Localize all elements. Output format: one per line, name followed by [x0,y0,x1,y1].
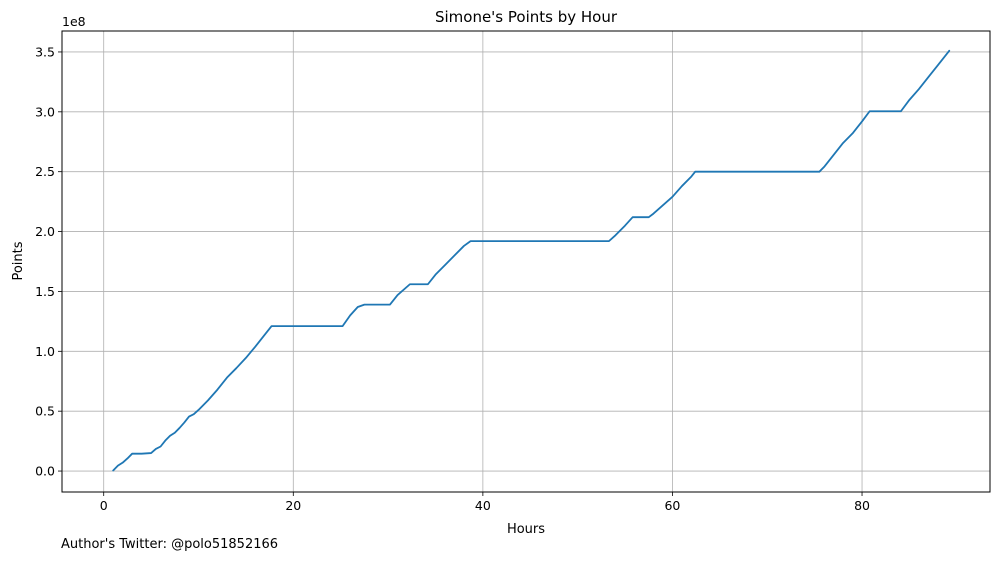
x-tick-label: 20 [285,498,301,513]
x-tick-label: 0 [100,498,108,513]
y-tick-label: 3.5 [35,44,55,59]
y-multiplier-label: 1e8 [62,14,86,29]
series-group [112,49,951,472]
y-tick-label: 3.0 [35,104,55,119]
x-axis: 0 20 40 60 80 [100,492,870,513]
y-axis-label: Points [11,241,26,280]
y-axis: 0.0 0.5 1.0 1.5 2.0 2.5 3.0 3.5 [35,44,62,479]
y-tick-label: 2.5 [35,164,55,179]
grid [62,31,990,492]
series-line [112,49,951,472]
plot-frame [61,30,991,493]
y-tick-label: 0.0 [35,464,55,479]
x-tick-label: 40 [475,498,491,513]
author-twitter-credit: Author's Twitter: @polo51852166 [61,537,279,552]
y-tick-label: 0.5 [35,404,55,419]
chart-title: Simone's Points by Hour [435,8,618,26]
y-tick-label: 1.5 [35,284,55,299]
y-tick-label: 2.0 [35,224,55,239]
y-tick-label: 1.0 [35,344,55,359]
x-axis-label: Hours [507,522,545,537]
x-tick-label: 80 [854,498,870,513]
x-tick-label: 60 [664,498,680,513]
